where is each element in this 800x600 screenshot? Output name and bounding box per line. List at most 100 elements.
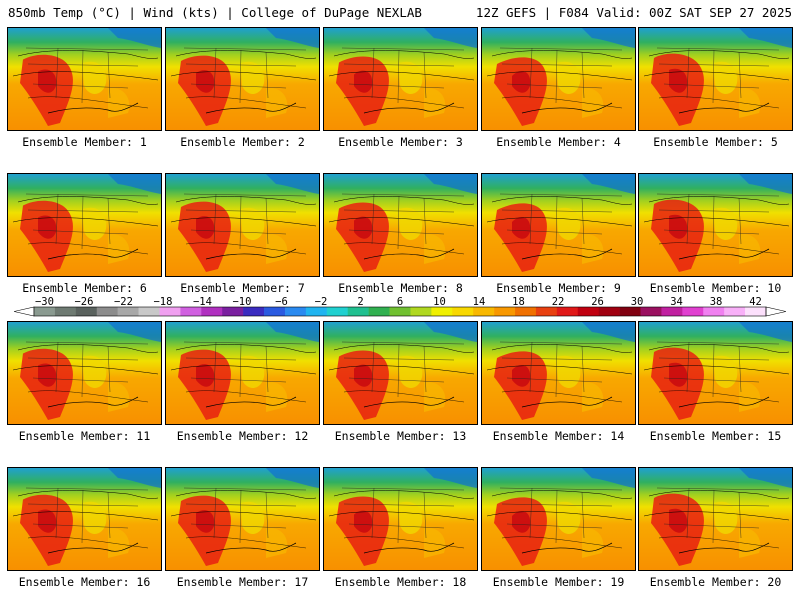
ensemble-panel: Ensemble Member: 3	[323, 27, 478, 149]
ensemble-member-label: Ensemble Member: 2	[180, 135, 305, 149]
header-title: 850mb Temp (°C) | Wind (kts) | College o…	[8, 5, 422, 20]
colorbar-tick-label: −6	[275, 296, 288, 308]
ensemble-panel: Ensemble Member: 8	[323, 173, 478, 295]
colorbar-swatch	[577, 307, 599, 316]
ensemble-map	[323, 27, 478, 131]
colorbar-tick-label: 14	[473, 296, 486, 308]
colorbar-swatch	[724, 307, 746, 316]
ensemble-member-label: Ensemble Member: 6	[22, 281, 147, 295]
ensemble-member-label: Ensemble Member: 7	[180, 281, 305, 295]
map-image	[639, 28, 792, 130]
ensemble-member-label: Ensemble Member: 3	[338, 135, 463, 149]
ensemble-member-label: Ensemble Member: 5	[653, 135, 778, 149]
ensemble-panel: Ensemble Member: 16	[7, 467, 162, 589]
ensemble-map	[481, 321, 636, 425]
colorbar-swatch	[745, 307, 767, 316]
ensemble-panel: Ensemble Member: 6	[7, 173, 162, 295]
map-image	[166, 468, 319, 570]
ensemble-map	[638, 173, 793, 277]
ensemble-member-label: Ensemble Member: 14	[492, 429, 625, 443]
map-image	[166, 322, 319, 424]
map-image	[482, 322, 635, 424]
map-image	[324, 28, 477, 130]
map-image	[8, 322, 161, 424]
colorbar-tick-label: 22	[552, 296, 565, 308]
colorbar-swatch	[410, 307, 432, 316]
colorbar-swatch	[368, 307, 390, 316]
colorbar-tick-label: −26	[74, 296, 93, 308]
ensemble-panel: Ensemble Member: 5	[638, 27, 793, 149]
colorbar-tick-label: −2	[315, 296, 328, 308]
colorbar-swatch	[515, 307, 537, 316]
ensemble-map	[481, 467, 636, 571]
colorbar-tick-label: −30	[35, 296, 54, 308]
ensemble-map	[165, 467, 320, 571]
ensemble-member-label: Ensemble Member: 11	[18, 429, 151, 443]
figure-header: 850mb Temp (°C) | Wind (kts) | College o…	[8, 4, 792, 22]
colorbar-swatch	[326, 307, 349, 316]
ensemble-member-label: Ensemble Member: 13	[334, 429, 467, 443]
ensemble-member-label: Ensemble Member: 15	[649, 429, 782, 443]
colorbar-outline	[33, 306, 767, 317]
ensemble-member-label: Ensemble Member: 9	[496, 281, 621, 295]
ensemble-panel: Ensemble Member: 12	[165, 321, 320, 443]
colorbar-swatch	[556, 307, 579, 316]
ensemble-member-label: Ensemble Member: 4	[496, 135, 621, 149]
colorbar-swatch	[703, 307, 725, 316]
colorbar-tick-label: −18	[153, 296, 172, 308]
ensemble-panel: Ensemble Member: 1	[7, 27, 162, 149]
colorbar-tick-label: 34	[670, 296, 683, 308]
colorbar-swatch	[180, 307, 202, 316]
ensemble-member-label: Ensemble Member: 10	[649, 281, 782, 295]
ensemble-member-label: Ensemble Member: 1	[22, 135, 147, 149]
colorbar-swatch	[494, 307, 516, 316]
colorbar-swatch	[222, 307, 244, 316]
ensemble-panel: Ensemble Member: 2	[165, 27, 320, 149]
colorbar-tick-label: 38	[710, 296, 723, 308]
colorbar-tick-label: 18	[512, 296, 525, 308]
colorbar-swatch	[264, 307, 286, 316]
colorbar-swatch	[389, 307, 411, 316]
ensemble-panel: Ensemble Member: 14	[481, 321, 636, 443]
map-image	[482, 174, 635, 276]
colorbar-tick-label: 10	[433, 296, 446, 308]
ensemble-map	[165, 27, 320, 131]
ensemble-panel: Ensemble Member: 15	[638, 321, 793, 443]
map-image	[324, 174, 477, 276]
ensemble-map	[165, 173, 320, 277]
colorbar-tick-label: 26	[591, 296, 604, 308]
colorbar-swatch	[159, 307, 181, 316]
map-image	[166, 28, 319, 130]
ensemble-map	[638, 467, 793, 571]
colorbar-swatch	[347, 307, 369, 316]
map-image	[166, 174, 319, 276]
ensemble-member-label: Ensemble Member: 12	[176, 429, 309, 443]
colorbar-tick-label: −22	[114, 296, 133, 308]
colorbar-swatch	[138, 307, 160, 316]
colorbar-swatch	[201, 307, 223, 316]
colorbar-tick-label: 42	[749, 296, 762, 308]
ensemble-panel: Ensemble Member: 13	[323, 321, 478, 443]
ensemble-panel: Ensemble Member: 11	[7, 321, 162, 443]
colorbar-swatch	[431, 307, 453, 316]
colorbar-swatch	[305, 307, 328, 316]
ensemble-map	[638, 27, 793, 131]
colorbar-swatch	[619, 307, 641, 316]
colorbar-svg: −30 −26 −22 −18 −14 −10 −6 −2 2 6 10 14 18 22 26 30 34 38…	[14, 296, 786, 317]
ensemble-member-label: Ensemble Member: 19	[492, 575, 625, 589]
colorbar-swatch	[682, 307, 704, 316]
ensemble-map	[323, 321, 478, 425]
temperature-colorbar: −30 −26 −22 −18 −14 −10 −6 −2 2 6 10 14 18 22 26 30 34 38…	[14, 296, 786, 320]
ensemble-panel: Ensemble Member: 9	[481, 173, 636, 295]
map-image	[482, 468, 635, 570]
ensemble-map	[7, 27, 162, 131]
map-image	[8, 28, 161, 130]
map-image	[8, 174, 161, 276]
colorbar-swatch	[661, 307, 683, 316]
ensemble-member-label: Ensemble Member: 17	[176, 575, 309, 589]
ensemble-map	[7, 467, 162, 571]
map-image	[482, 28, 635, 130]
ensemble-panel: Ensemble Member: 4	[481, 27, 636, 149]
colorbar-right-arrow	[765, 306, 786, 317]
colorbar-left-arrow	[14, 306, 35, 317]
